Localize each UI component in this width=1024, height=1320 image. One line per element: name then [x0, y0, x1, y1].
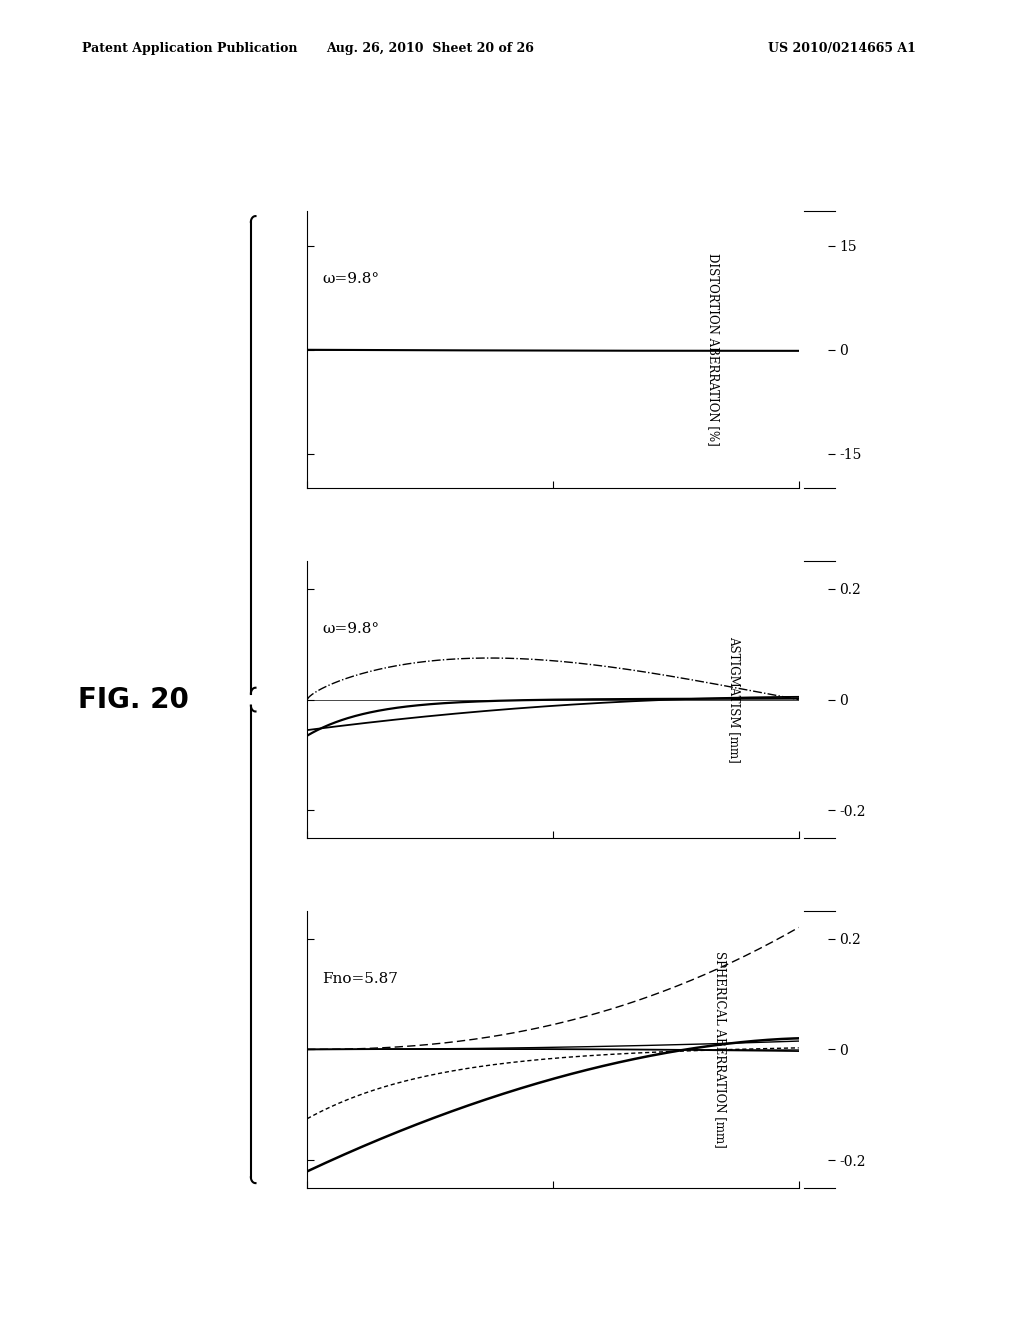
Y-axis label: SPHERICAL ABERRATION [mm]: SPHERICAL ABERRATION [mm]: [714, 950, 727, 1148]
Y-axis label: DISTORTION ABERRATION [%]: DISTORTION ABERRATION [%]: [707, 253, 720, 446]
Text: Patent Application Publication: Patent Application Publication: [82, 42, 297, 55]
Text: ω=9.8°: ω=9.8°: [322, 272, 379, 286]
Text: Fno=5.87: Fno=5.87: [322, 972, 397, 986]
Text: FIG. 20: FIG. 20: [78, 685, 188, 714]
Text: ω=9.8°: ω=9.8°: [322, 622, 379, 636]
Text: Aug. 26, 2010  Sheet 20 of 26: Aug. 26, 2010 Sheet 20 of 26: [326, 42, 535, 55]
Y-axis label: ASTIGMATISM [mm]: ASTIGMATISM [mm]: [728, 636, 741, 763]
Text: US 2010/0214665 A1: US 2010/0214665 A1: [768, 42, 915, 55]
